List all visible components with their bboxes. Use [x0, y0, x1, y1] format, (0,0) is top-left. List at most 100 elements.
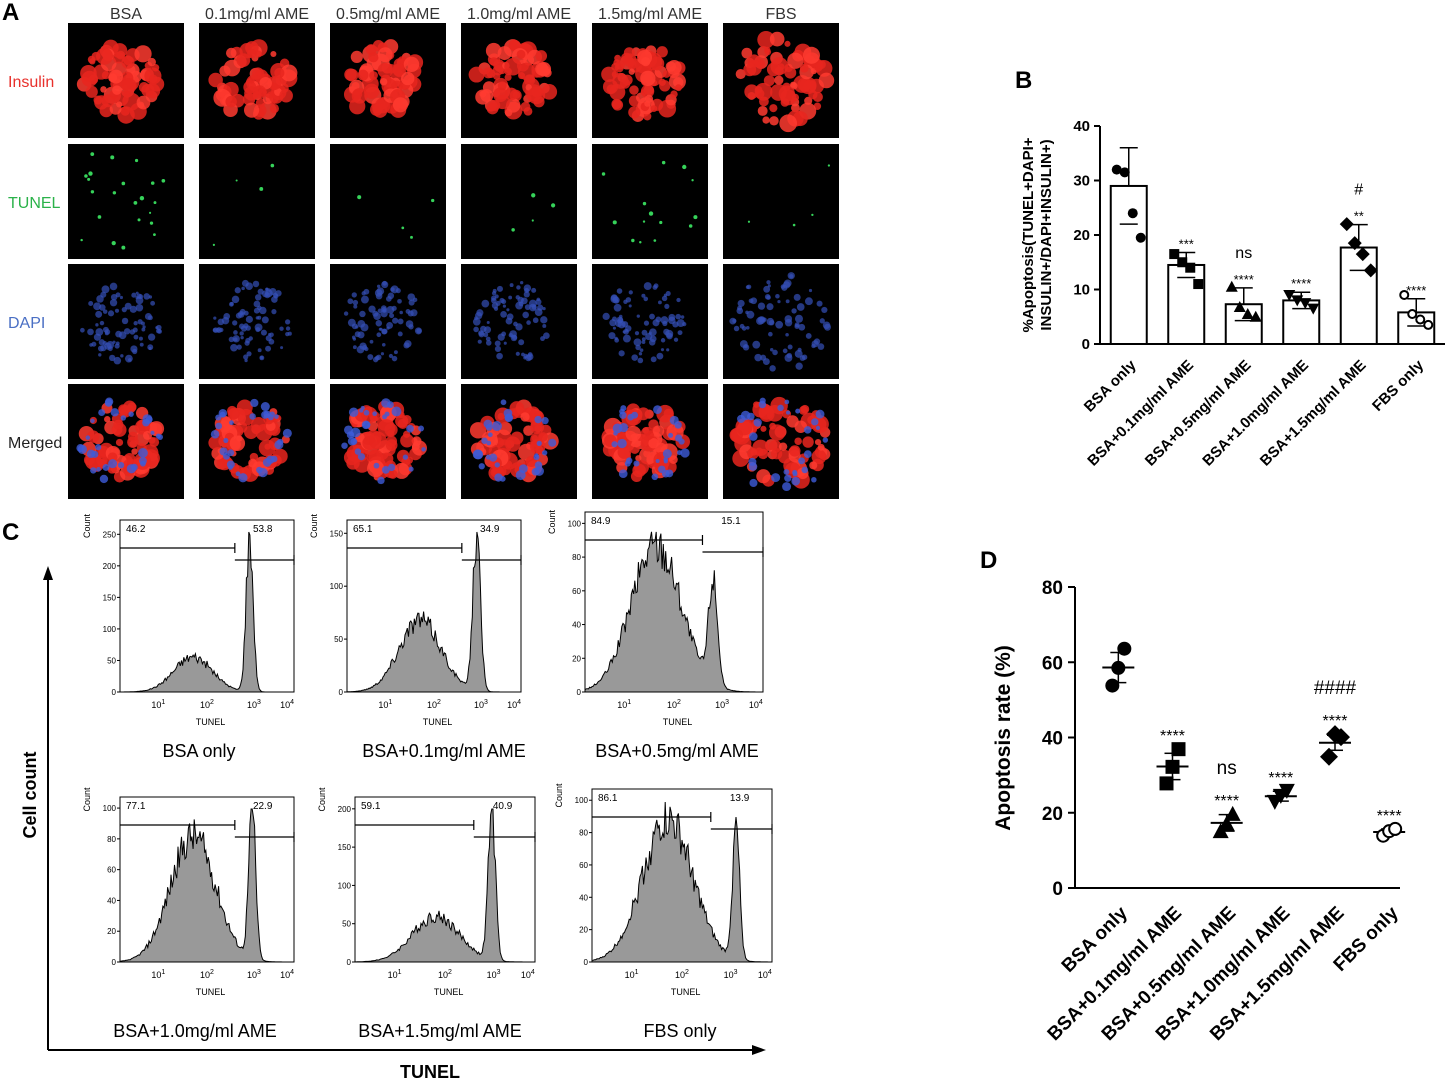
dapi-signal [674, 434, 683, 442]
y-tick-label: 80 [572, 553, 581, 562]
micrograph-tile [68, 384, 184, 499]
dapi-signal [660, 338, 666, 343]
insulin-signal [225, 47, 237, 59]
dapi-signal [233, 337, 238, 342]
insulin-signal [619, 78, 631, 89]
panel-b-bar-chart: 0 10 20 30 40 %Apoptosis(TUNEL+DAPI+INSULIN+/… [1020, 118, 1445, 470]
dapi-signal [381, 307, 388, 313]
insulin-signal [403, 56, 420, 72]
dapi-signal [131, 292, 137, 298]
insulin-signal [658, 78, 666, 86]
dapi-signal [279, 326, 284, 331]
dapi-signal [120, 415, 127, 421]
dapi-signal [531, 287, 537, 293]
insulin-signal [741, 47, 753, 59]
dapi-signal [613, 303, 622, 312]
insulin-signal [656, 46, 668, 58]
insulin-signal [243, 102, 260, 118]
x-tick-exponent: 1 [398, 969, 402, 976]
dapi-signal [381, 328, 388, 335]
dapi-signal [650, 356, 657, 363]
dapi-signal [611, 441, 618, 448]
insulin-signal [377, 47, 393, 63]
dapi-signal [781, 284, 788, 291]
tunel-signal [431, 198, 435, 203]
y-tick-label: 0 [577, 688, 582, 697]
insulin-signal [122, 92, 141, 111]
dapi-signal [762, 358, 770, 365]
tunel-signal [149, 211, 152, 214]
y-tick-label: 100 [568, 519, 582, 528]
dapi-signal [785, 299, 790, 304]
tunel-signal [551, 203, 556, 208]
insulin-signal [650, 105, 658, 113]
panel-letter-b: B [1015, 67, 1032, 94]
dapi-signal [346, 431, 355, 439]
dapi-signal [641, 337, 646, 342]
tunel-signal [612, 220, 617, 225]
dapi-signal [367, 354, 374, 360]
insulin-signal [644, 94, 654, 104]
dapi-signal [156, 324, 162, 331]
insulin-signal [779, 114, 798, 133]
dapi-signal [536, 440, 542, 447]
y-tick-label: 80 [1042, 578, 1063, 599]
dapi-signal [612, 316, 617, 322]
insulin-signal [675, 84, 682, 92]
dapi-signal [500, 310, 507, 318]
dapi-signal [472, 449, 483, 460]
significance-label: **** [1234, 272, 1254, 287]
dapi-signal [770, 348, 774, 352]
insulin-signal [86, 430, 100, 443]
y-axis-label-line: INSULIN+/DAPI+INSULIN+) [1038, 139, 1055, 330]
dapi-signal [798, 457, 806, 465]
dapi-signal [655, 458, 660, 464]
dapi-signal [666, 348, 670, 352]
y-tick-label: 20 [579, 926, 588, 935]
dapi-signal [104, 331, 109, 336]
dapi-signal [240, 312, 244, 316]
dapi-signal [663, 293, 668, 297]
histogram-area [119, 808, 294, 963]
dapi-signal [129, 305, 137, 313]
insulin-signal [104, 415, 111, 423]
insulin-signal [625, 425, 642, 442]
hist-x-label: TUNEL [423, 717, 453, 727]
gate-left-percent: 77.1 [126, 801, 146, 812]
tile-background [592, 264, 708, 379]
dapi-signal [135, 291, 139, 295]
x-tick-base: 10 [715, 700, 725, 710]
tunel-signal [90, 152, 95, 157]
y-axis-label: %Apoptosis(TUNEL+DAPI+INSULIN+/DAPI+INSU… [1020, 137, 1055, 332]
dapi-signal [347, 298, 354, 305]
dapi-signal [663, 456, 669, 462]
x-tick-base: 10 [521, 970, 531, 980]
micrograph-tile [68, 264, 184, 379]
dapi-signal [255, 316, 259, 320]
x-tick-base: 10 [487, 970, 497, 980]
tunel-signal [659, 220, 663, 225]
micrograph-tile [461, 144, 577, 259]
insulin-signal [81, 70, 98, 87]
significance-label: ns [1235, 245, 1252, 262]
dapi-signal [354, 448, 362, 455]
tunel-signal [410, 235, 413, 239]
dapi-signal [239, 323, 245, 330]
dapi-signal [741, 326, 747, 331]
dapi-signal [219, 447, 228, 456]
insulin-signal [803, 79, 817, 93]
axis-y-label: Cell count [20, 751, 40, 838]
histogram-title: BSA only [162, 741, 235, 761]
x-tick-label: 104 [507, 699, 521, 710]
dapi-signal [767, 284, 771, 288]
dapi-signal [775, 320, 784, 329]
dapi-signal [418, 425, 425, 432]
data-point-bsa-only [1111, 164, 1122, 175]
dapi-signal [232, 320, 238, 326]
x-tick-label-bsa-1-0mg-ml-ame: BSA+1.0mg/ml AME [1199, 357, 1312, 470]
dapi-signal [542, 307, 546, 311]
insulin-signal [784, 40, 791, 47]
dapi-signal [110, 408, 119, 417]
data-point-fbs-only [1415, 314, 1426, 325]
gate-right-percent: 34.9 [480, 524, 500, 535]
